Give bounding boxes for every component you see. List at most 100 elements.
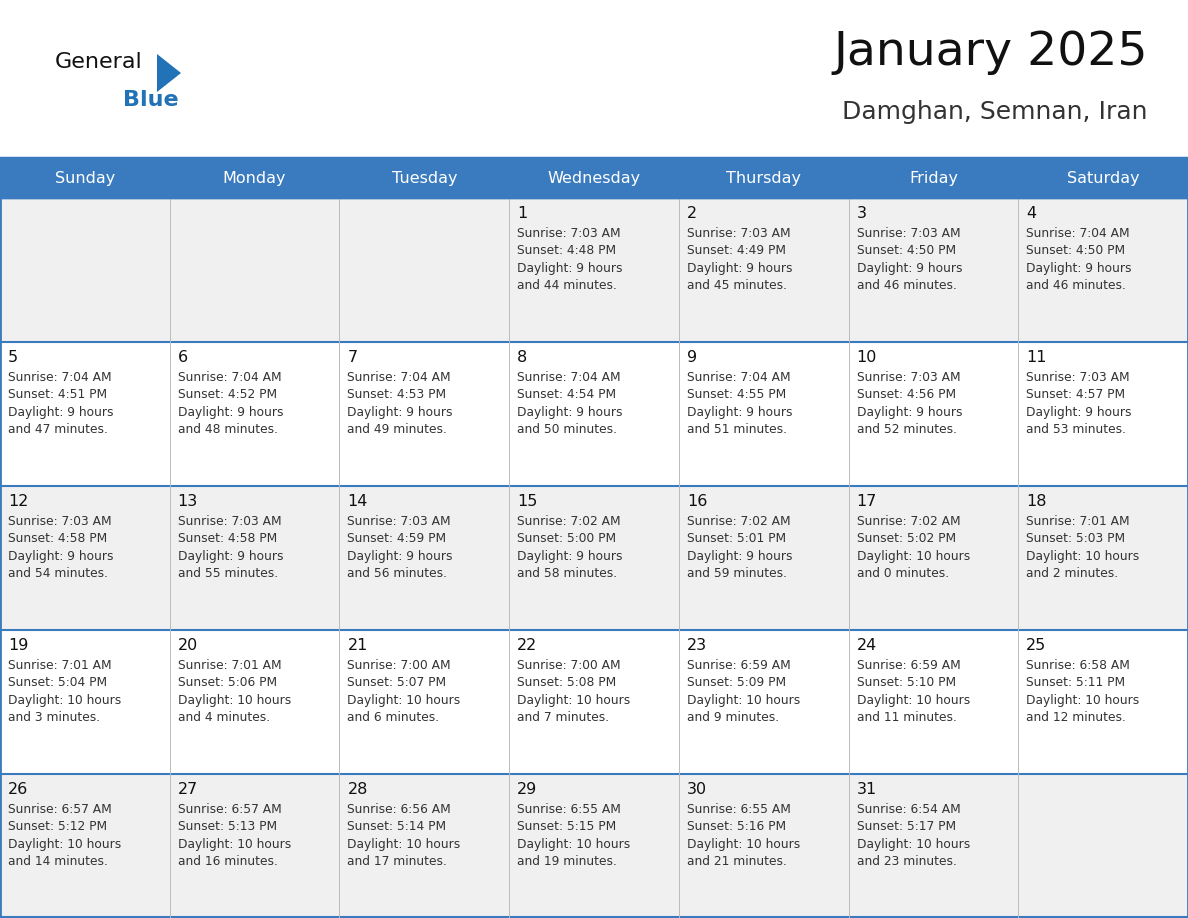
Text: Sunset: 4:57 PM: Sunset: 4:57 PM bbox=[1026, 388, 1125, 401]
Text: Sunrise: 6:57 AM: Sunrise: 6:57 AM bbox=[178, 802, 282, 816]
Text: Daylight: 10 hours: Daylight: 10 hours bbox=[517, 838, 631, 851]
Text: Friday: Friday bbox=[909, 171, 958, 185]
Bar bbox=[0, 158, 1188, 198]
Text: and 46 minutes.: and 46 minutes. bbox=[1026, 279, 1126, 292]
Text: Tuesday: Tuesday bbox=[392, 171, 457, 185]
Text: Sunrise: 6:54 AM: Sunrise: 6:54 AM bbox=[857, 802, 960, 816]
Text: and 53 minutes.: and 53 minutes. bbox=[1026, 423, 1126, 436]
Text: Sunrise: 6:57 AM: Sunrise: 6:57 AM bbox=[8, 802, 112, 816]
Text: Damghan, Semnan, Iran: Damghan, Semnan, Iran bbox=[842, 100, 1148, 124]
Text: Sunset: 5:14 PM: Sunset: 5:14 PM bbox=[347, 820, 447, 834]
Text: Sunrise: 7:03 AM: Sunrise: 7:03 AM bbox=[857, 227, 960, 240]
Text: Sunrise: 7:04 AM: Sunrise: 7:04 AM bbox=[347, 371, 451, 384]
Text: and 44 minutes.: and 44 minutes. bbox=[517, 279, 617, 292]
Text: and 14 minutes.: and 14 minutes. bbox=[8, 856, 108, 868]
Text: Monday: Monday bbox=[223, 171, 286, 185]
Text: Daylight: 10 hours: Daylight: 10 hours bbox=[347, 838, 461, 851]
Text: Sunset: 5:02 PM: Sunset: 5:02 PM bbox=[857, 532, 955, 545]
Text: 12: 12 bbox=[8, 494, 29, 509]
Text: Sunrise: 7:04 AM: Sunrise: 7:04 AM bbox=[8, 371, 112, 384]
Text: and 58 minutes.: and 58 minutes. bbox=[517, 567, 618, 580]
Text: Sunrise: 6:58 AM: Sunrise: 6:58 AM bbox=[1026, 659, 1130, 672]
Text: Sunrise: 6:59 AM: Sunrise: 6:59 AM bbox=[857, 659, 960, 672]
Text: 18: 18 bbox=[1026, 494, 1047, 509]
Text: Sunset: 5:07 PM: Sunset: 5:07 PM bbox=[347, 677, 447, 689]
Text: Sunset: 5:13 PM: Sunset: 5:13 PM bbox=[178, 820, 277, 834]
Text: Daylight: 10 hours: Daylight: 10 hours bbox=[178, 694, 291, 707]
Text: Sunset: 5:08 PM: Sunset: 5:08 PM bbox=[517, 677, 617, 689]
Bar bbox=[0, 342, 1188, 486]
Text: Daylight: 10 hours: Daylight: 10 hours bbox=[347, 694, 461, 707]
Text: Sunrise: 7:04 AM: Sunrise: 7:04 AM bbox=[687, 371, 790, 384]
Text: and 51 minutes.: and 51 minutes. bbox=[687, 423, 786, 436]
Text: Sunset: 5:04 PM: Sunset: 5:04 PM bbox=[8, 677, 107, 689]
Text: Daylight: 9 hours: Daylight: 9 hours bbox=[517, 406, 623, 419]
Text: Sunrise: 6:55 AM: Sunrise: 6:55 AM bbox=[517, 802, 621, 816]
Text: and 6 minutes.: and 6 minutes. bbox=[347, 711, 440, 724]
Text: Saturday: Saturday bbox=[1067, 171, 1139, 185]
Text: Daylight: 10 hours: Daylight: 10 hours bbox=[687, 838, 800, 851]
Text: 2: 2 bbox=[687, 206, 697, 221]
Text: Daylight: 9 hours: Daylight: 9 hours bbox=[178, 406, 283, 419]
Text: General: General bbox=[55, 52, 143, 72]
Text: Sunset: 4:48 PM: Sunset: 4:48 PM bbox=[517, 244, 617, 257]
Text: Sunrise: 7:00 AM: Sunrise: 7:00 AM bbox=[517, 659, 621, 672]
Text: Sunrise: 7:03 AM: Sunrise: 7:03 AM bbox=[347, 515, 451, 528]
Text: and 47 minutes.: and 47 minutes. bbox=[8, 423, 108, 436]
Text: and 56 minutes.: and 56 minutes. bbox=[347, 567, 448, 580]
Text: and 11 minutes.: and 11 minutes. bbox=[857, 711, 956, 724]
Text: Daylight: 10 hours: Daylight: 10 hours bbox=[857, 550, 969, 563]
Text: 28: 28 bbox=[347, 782, 368, 797]
Text: 6: 6 bbox=[178, 350, 188, 365]
Text: Sunset: 4:59 PM: Sunset: 4:59 PM bbox=[347, 532, 447, 545]
Text: Sunset: 5:00 PM: Sunset: 5:00 PM bbox=[517, 532, 617, 545]
Text: 20: 20 bbox=[178, 638, 198, 653]
Text: Daylight: 9 hours: Daylight: 9 hours bbox=[857, 262, 962, 274]
Text: and 0 minutes.: and 0 minutes. bbox=[857, 567, 949, 580]
Text: Sunrise: 7:03 AM: Sunrise: 7:03 AM bbox=[1026, 371, 1130, 384]
Text: Sunrise: 7:04 AM: Sunrise: 7:04 AM bbox=[178, 371, 282, 384]
Text: Sunrise: 7:02 AM: Sunrise: 7:02 AM bbox=[517, 515, 621, 528]
Text: Sunset: 5:11 PM: Sunset: 5:11 PM bbox=[1026, 677, 1125, 689]
Text: 21: 21 bbox=[347, 638, 368, 653]
Text: 15: 15 bbox=[517, 494, 537, 509]
Text: 26: 26 bbox=[8, 782, 29, 797]
Text: Sunset: 5:09 PM: Sunset: 5:09 PM bbox=[687, 677, 786, 689]
Text: Sunset: 4:50 PM: Sunset: 4:50 PM bbox=[1026, 244, 1125, 257]
Text: Daylight: 10 hours: Daylight: 10 hours bbox=[857, 694, 969, 707]
Text: 25: 25 bbox=[1026, 638, 1047, 653]
Text: 31: 31 bbox=[857, 782, 877, 797]
Text: Sunset: 5:17 PM: Sunset: 5:17 PM bbox=[857, 820, 955, 834]
Text: 9: 9 bbox=[687, 350, 697, 365]
Text: 4: 4 bbox=[1026, 206, 1036, 221]
Text: Daylight: 9 hours: Daylight: 9 hours bbox=[517, 262, 623, 274]
Text: Daylight: 9 hours: Daylight: 9 hours bbox=[857, 406, 962, 419]
Text: and 7 minutes.: and 7 minutes. bbox=[517, 711, 609, 724]
Text: 8: 8 bbox=[517, 350, 527, 365]
Bar bbox=[0, 774, 1188, 918]
Text: Daylight: 10 hours: Daylight: 10 hours bbox=[687, 694, 800, 707]
Text: Sunrise: 7:02 AM: Sunrise: 7:02 AM bbox=[687, 515, 790, 528]
Text: Daylight: 9 hours: Daylight: 9 hours bbox=[687, 406, 792, 419]
Text: 27: 27 bbox=[178, 782, 198, 797]
Text: and 50 minutes.: and 50 minutes. bbox=[517, 423, 617, 436]
Bar bbox=[0, 198, 1188, 342]
Text: and 23 minutes.: and 23 minutes. bbox=[857, 856, 956, 868]
Text: Sunset: 5:16 PM: Sunset: 5:16 PM bbox=[687, 820, 786, 834]
Text: 11: 11 bbox=[1026, 350, 1047, 365]
Text: Sunrise: 7:04 AM: Sunrise: 7:04 AM bbox=[1026, 227, 1130, 240]
Text: Daylight: 10 hours: Daylight: 10 hours bbox=[517, 694, 631, 707]
Text: 19: 19 bbox=[8, 638, 29, 653]
Text: Sunset: 5:15 PM: Sunset: 5:15 PM bbox=[517, 820, 617, 834]
Text: and 19 minutes.: and 19 minutes. bbox=[517, 856, 617, 868]
Text: 14: 14 bbox=[347, 494, 368, 509]
Text: Sunrise: 7:04 AM: Sunrise: 7:04 AM bbox=[517, 371, 621, 384]
Text: and 12 minutes.: and 12 minutes. bbox=[1026, 711, 1126, 724]
Text: and 3 minutes.: and 3 minutes. bbox=[8, 711, 100, 724]
Text: Daylight: 10 hours: Daylight: 10 hours bbox=[178, 838, 291, 851]
Text: Daylight: 9 hours: Daylight: 9 hours bbox=[347, 550, 453, 563]
Text: and 21 minutes.: and 21 minutes. bbox=[687, 856, 786, 868]
Text: and 49 minutes.: and 49 minutes. bbox=[347, 423, 448, 436]
Text: 30: 30 bbox=[687, 782, 707, 797]
Text: 1: 1 bbox=[517, 206, 527, 221]
